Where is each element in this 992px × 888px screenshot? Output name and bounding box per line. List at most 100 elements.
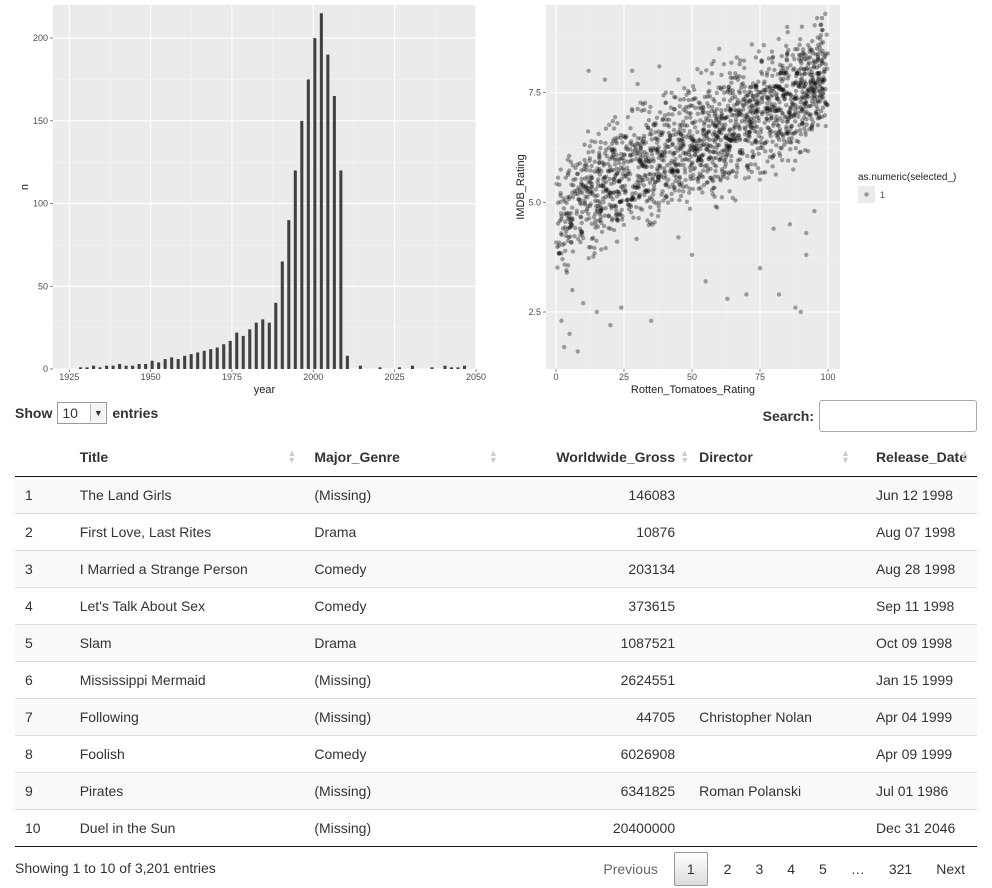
- table-row[interactable]: 6 Mississippi Mermaid (Missing) 2624551 Jan …: [15, 661, 977, 699]
- scatter-point: [797, 84, 802, 90]
- scatter-point: [692, 148, 697, 153]
- scatter-point: [777, 150, 782, 156]
- row-index: 4: [15, 587, 70, 625]
- column-header-worldwide-gross[interactable]: Worldwide_Gross ▲ ▼: [505, 438, 690, 477]
- scatter-point: [800, 121, 805, 126]
- scatter-point: [679, 138, 684, 143]
- page-button-321[interactable]: 321: [888, 861, 913, 877]
- scatter-point: [711, 185, 716, 191]
- scatter-point: [786, 73, 791, 78]
- scatter-point: [802, 83, 807, 89]
- scatter-point: [672, 161, 678, 166]
- scatter-point: [564, 270, 570, 275]
- scatter-point: [725, 89, 730, 95]
- scatter-point: [635, 173, 640, 178]
- scatter-point: [754, 92, 759, 98]
- histogram-bar: [306, 79, 310, 370]
- scatter-point: [609, 148, 614, 153]
- scatter-point: [704, 146, 709, 152]
- scatter-point: [646, 222, 652, 228]
- scatter-point: [682, 170, 688, 175]
- scatter-point: [794, 71, 800, 76]
- scatter-point: [761, 81, 767, 87]
- scatter-point: [625, 201, 631, 207]
- previous-page-button[interactable]: Previous: [603, 861, 658, 877]
- histogram-bar: [85, 367, 89, 369]
- scatter-point: [765, 96, 770, 101]
- scatter-point: [682, 157, 688, 162]
- scatter-point: [820, 95, 826, 100]
- table-row[interactable]: 8 Foolish Comedy 6026908 Apr 09 1999: [15, 735, 977, 773]
- page-button-5[interactable]: 5: [819, 861, 827, 877]
- column-header-director[interactable]: Director ▲ ▼: [689, 438, 858, 477]
- scatter-point: [614, 166, 619, 171]
- scatter-point: [654, 172, 659, 177]
- scatter-point: [765, 108, 770, 114]
- scatter-point: [596, 169, 601, 174]
- table-row[interactable]: 4 Let's Talk About Sex Comedy 373615 Sep 11 …: [15, 587, 977, 625]
- table-row[interactable]: 10 Duel in the Sun (Missing) 20400000 Dec 31…: [15, 809, 977, 847]
- next-page-button[interactable]: Next: [936, 861, 965, 877]
- scatter-point: [814, 46, 820, 51]
- scatter-point: [784, 53, 790, 58]
- scatter-point: [717, 46, 722, 52]
- scatter-point: [720, 152, 726, 158]
- scatter-point: [614, 212, 619, 217]
- scatter-point: [614, 157, 620, 162]
- show-label: Show: [15, 405, 53, 421]
- scatter-point: [810, 79, 816, 84]
- page-button-4[interactable]: 4: [787, 861, 796, 877]
- scatter-point: [812, 82, 818, 87]
- table-row[interactable]: 5 Slam Drama 1087521 Oct 09 1998: [15, 624, 977, 662]
- scatter-point: [784, 114, 789, 119]
- scatter-point: [655, 168, 660, 173]
- scatter-point: [639, 149, 644, 154]
- scatter-point: [798, 52, 803, 58]
- scatter-point: [648, 104, 653, 110]
- scatter-point: [771, 226, 776, 231]
- table-row[interactable]: 9 Pirates (Missing) 6341825 Roman Polanski Ju…: [15, 772, 977, 810]
- table-row[interactable]: 1 The Land Girls (Missing) 146083 Jun 12 199…: [15, 476, 977, 514]
- histogram-bar: [209, 349, 213, 369]
- sort-icon: ▲ ▼: [680, 448, 690, 465]
- entries-per-page-select[interactable]: 10 ▼: [57, 402, 108, 424]
- scatter-point: [803, 132, 808, 138]
- page-button-3[interactable]: 3: [755, 861, 764, 877]
- scatter-point: [661, 198, 666, 204]
- scatter-point: [635, 106, 640, 112]
- table-row[interactable]: 7 Following (Missing) 44705 Christopher Nola…: [15, 698, 977, 736]
- scatter-point: [673, 95, 678, 100]
- release-date-cell: Aug 28 1998: [857, 550, 977, 588]
- scatter-point: [677, 130, 683, 135]
- scatter-point: [743, 127, 748, 132]
- page-button-1[interactable]: 1: [673, 852, 708, 886]
- scatter-point: [747, 129, 753, 135]
- scatter-point: [632, 183, 637, 188]
- scatter-point: [772, 102, 777, 107]
- scatter-point: [726, 85, 731, 90]
- table-row[interactable]: 2 First Love, Last Rites Drama 10876 Aug 07 …: [15, 513, 977, 551]
- page-button-2[interactable]: 2: [723, 861, 732, 877]
- scatter-point: [810, 124, 815, 129]
- scatter-point: [567, 194, 572, 199]
- scatter-point: [595, 224, 601, 229]
- scatter-point: [715, 174, 721, 179]
- scatter-point: [609, 154, 614, 160]
- scatter-point: [659, 192, 664, 197]
- scatter-point: [716, 151, 721, 157]
- scatter-point: [581, 301, 586, 306]
- scatter-point: [772, 108, 778, 114]
- scatter-point: [657, 152, 663, 157]
- scatter-point: [781, 69, 787, 74]
- scatter-point: [581, 167, 587, 172]
- scatter-point: [761, 43, 767, 48]
- column-header-release-date[interactable]: Release_Date ▲ ▼: [857, 438, 977, 477]
- column-header-major-genre[interactable]: Major_Genre ▲ ▼: [304, 438, 506, 477]
- scatter-point: [579, 232, 585, 237]
- scatter-point: [748, 108, 754, 114]
- search-input[interactable]: [819, 400, 977, 432]
- column-header-title[interactable]: Title ▲ ▼: [69, 438, 305, 477]
- scatter-point: [818, 84, 823, 89]
- scatter-point: [713, 149, 719, 155]
